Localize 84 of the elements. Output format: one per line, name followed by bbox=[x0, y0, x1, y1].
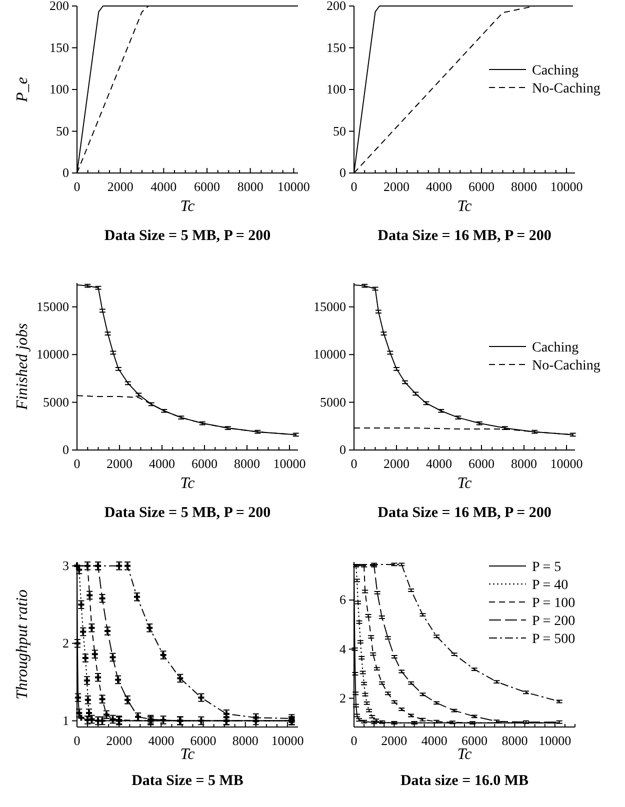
legend-label: P = 500 bbox=[532, 632, 576, 647]
y-tick-label: 10000 bbox=[36, 346, 69, 362]
y-tick-label: 200 bbox=[50, 0, 69, 14]
x-tick-label: 10000 bbox=[550, 179, 583, 194]
y-tick-label: 0 bbox=[340, 165, 346, 180]
legend-label: No-Caching bbox=[532, 82, 600, 96]
y-tick-label: 0 bbox=[62, 442, 69, 458]
x-tick-label: 2000 bbox=[384, 456, 410, 472]
x-tick-label: 10000 bbox=[550, 456, 583, 472]
x-tick-label: 6000 bbox=[468, 179, 494, 194]
x-tick-label: 0 bbox=[350, 456, 358, 472]
x-tick-label: 4000 bbox=[421, 733, 448, 748]
x-tick-label: 10000 bbox=[273, 456, 306, 472]
y-tick-label: 100 bbox=[326, 82, 346, 97]
x-tick-label: 4000 bbox=[426, 179, 452, 194]
text: Data Size = 5 MB, P = 200 bbox=[104, 228, 271, 244]
y-tick-label: 10000 bbox=[314, 346, 346, 362]
y-tick-label: 200 bbox=[326, 0, 346, 14]
y-axis-title: Throughput ratio bbox=[14, 589, 31, 700]
x-tick-label: 0 bbox=[350, 179, 358, 194]
x-axis-title: Tc bbox=[457, 475, 472, 492]
legend-label: Caching bbox=[532, 64, 579, 78]
x-tick-label: 6000 bbox=[192, 456, 218, 472]
legend-label: P = 5 bbox=[532, 560, 562, 575]
y-tick-label: 6 bbox=[340, 592, 346, 608]
x-tick-label: 0 bbox=[74, 456, 80, 472]
x-tick-label: 2000 bbox=[107, 179, 134, 194]
x-tick-label: 4000 bbox=[148, 733, 174, 748]
x-tick-label: 2000 bbox=[384, 179, 410, 194]
y-tick-label: 150 bbox=[50, 40, 69, 55]
text: Data size = 16.0 MB bbox=[400, 773, 529, 789]
x-tick-label: 10000 bbox=[271, 733, 304, 748]
x-tick-label: 8000 bbox=[502, 733, 528, 748]
x-axis-title: Tc bbox=[180, 198, 195, 215]
x-tick-label: 0 bbox=[74, 179, 80, 194]
legend-label: No-Caching bbox=[532, 358, 600, 374]
y-tick-label: 150 bbox=[326, 40, 346, 55]
x-tick-label: 6000 bbox=[462, 733, 488, 748]
x-tick-label: 2000 bbox=[381, 733, 408, 748]
x-axis-title: Tc bbox=[180, 746, 195, 763]
y-tick-label: 2 bbox=[340, 690, 346, 706]
y-tick-label: 1 bbox=[62, 712, 69, 728]
y-tick-label: 100 bbox=[50, 82, 69, 97]
text: Data Size = 5 MB, P = 200 bbox=[104, 505, 271, 521]
y-tick-label: 15000 bbox=[314, 299, 346, 314]
text: Data Size = 16 MB, P = 200 bbox=[378, 228, 552, 244]
y-tick-label: 4 bbox=[340, 641, 346, 656]
text: Data Size = 5 MB bbox=[132, 773, 244, 789]
legend-label: P = 200 bbox=[532, 614, 576, 629]
y-tick-label: 0 bbox=[62, 165, 69, 180]
x-axis-title: Tc bbox=[457, 746, 472, 763]
x-axis-title: Tc bbox=[180, 475, 195, 492]
y-tick-label: 0 bbox=[340, 442, 346, 458]
x-tick-label: 0 bbox=[350, 733, 358, 748]
x-tick-label: 4000 bbox=[426, 456, 452, 472]
legend-label: Caching bbox=[532, 340, 579, 356]
x-tick-label: 10000 bbox=[538, 733, 572, 748]
y-tick-label: 3 bbox=[62, 558, 69, 574]
y-tick-label: 50 bbox=[333, 123, 346, 138]
x-tick-label: 4000 bbox=[150, 179, 177, 194]
x-axis-title: Tc bbox=[457, 198, 472, 215]
y-axis-title: Finished jobs bbox=[14, 323, 31, 411]
x-tick-label: 2000 bbox=[106, 733, 132, 748]
legend-label: P = 40 bbox=[532, 578, 568, 593]
legend-label: P = 100 bbox=[532, 596, 576, 611]
x-tick-label: 6000 bbox=[190, 733, 216, 748]
x-tick-label: 8000 bbox=[232, 733, 258, 748]
y-tick-label: 2 bbox=[62, 636, 69, 650]
y-tick-label: 15000 bbox=[36, 299, 69, 314]
text: Data Size = 16 MB, P = 200 bbox=[378, 505, 552, 521]
x-tick-label: 10000 bbox=[277, 179, 310, 194]
x-tick-label: 4000 bbox=[149, 456, 175, 472]
x-tick-label: 8000 bbox=[237, 179, 264, 194]
x-tick-label: 8000 bbox=[234, 456, 260, 472]
x-tick-label: 6000 bbox=[468, 456, 494, 472]
x-tick-label: 0 bbox=[74, 733, 80, 748]
y-axis-title: P_e bbox=[14, 77, 31, 103]
x-tick-label: 8000 bbox=[511, 179, 537, 194]
y-tick-label: 5000 bbox=[320, 394, 346, 410]
y-tick-label: 50 bbox=[56, 123, 69, 138]
x-tick-label: 6000 bbox=[194, 179, 220, 194]
x-tick-label: 2000 bbox=[106, 456, 132, 472]
y-tick-label: 5000 bbox=[43, 394, 69, 410]
x-tick-label: 8000 bbox=[511, 456, 537, 472]
